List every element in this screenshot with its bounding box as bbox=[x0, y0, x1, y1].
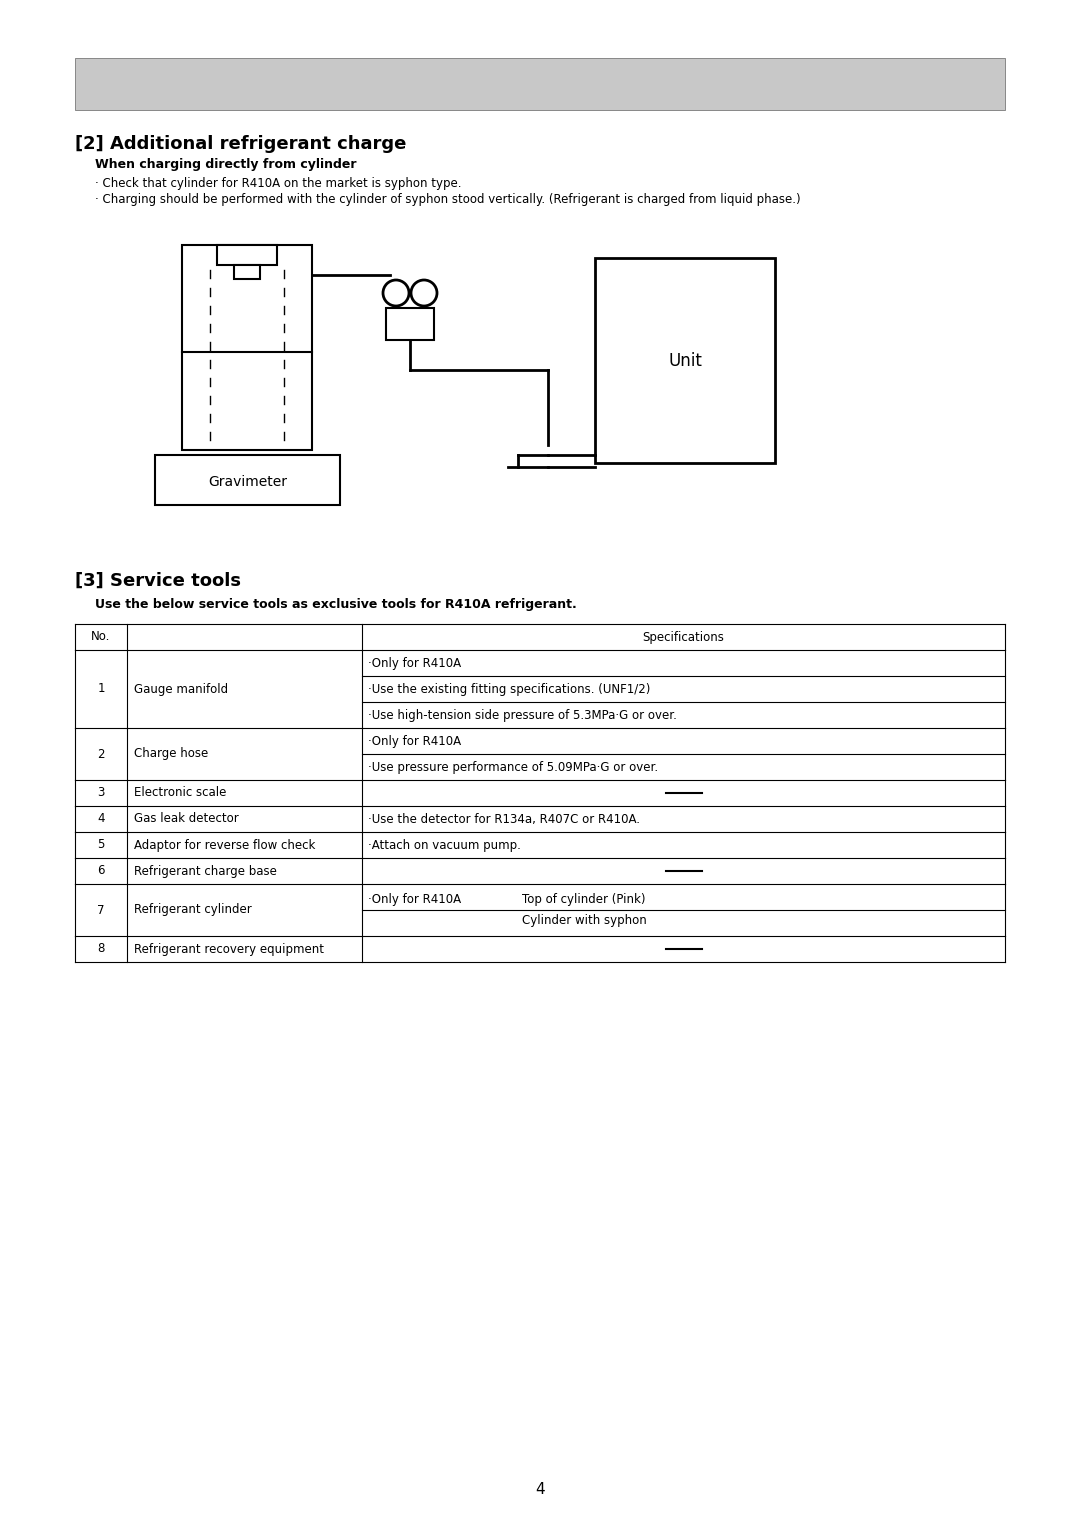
Text: [3] Service tools: [3] Service tools bbox=[75, 573, 241, 589]
Text: Top of cylinder (Pink): Top of cylinder (Pink) bbox=[522, 893, 646, 906]
Text: Gas leak detector: Gas leak detector bbox=[134, 813, 239, 825]
Text: ·Use the existing fitting specifications. (UNF1/2): ·Use the existing fitting specifications… bbox=[368, 683, 650, 695]
Text: ·Attach on vacuum pump.: ·Attach on vacuum pump. bbox=[368, 839, 521, 851]
Text: When charging directly from cylinder: When charging directly from cylinder bbox=[95, 158, 356, 171]
Text: Refrigerant charge base: Refrigerant charge base bbox=[134, 865, 276, 877]
Bar bbox=[183, 245, 312, 450]
Text: 5: 5 bbox=[97, 839, 105, 851]
Text: · Check that cylinder for R410A on the market is syphon type.: · Check that cylinder for R410A on the m… bbox=[95, 178, 461, 190]
Text: 2: 2 bbox=[97, 747, 105, 761]
Bar bbox=[217, 245, 276, 265]
Text: Cylinder with syphon: Cylinder with syphon bbox=[522, 914, 647, 926]
Text: Adaptor for reverse flow check: Adaptor for reverse flow check bbox=[134, 839, 315, 851]
Text: No.: No. bbox=[92, 631, 110, 643]
Text: 1: 1 bbox=[97, 683, 105, 695]
Text: Gravimeter: Gravimeter bbox=[208, 475, 287, 488]
Text: 7: 7 bbox=[97, 903, 105, 917]
Text: Unit: Unit bbox=[669, 352, 702, 369]
Text: Use the below service tools as exclusive tools for R410A refrigerant.: Use the below service tools as exclusive… bbox=[95, 599, 577, 611]
Text: ·Use high-tension side pressure of 5.3MPa·G or over.: ·Use high-tension side pressure of 5.3MP… bbox=[368, 709, 677, 721]
Text: Electronic scale: Electronic scale bbox=[134, 787, 227, 799]
Text: ·Use the detector for R134a, R407C or R410A.: ·Use the detector for R134a, R407C or R4… bbox=[368, 813, 640, 825]
Text: Gauge manifold: Gauge manifold bbox=[134, 683, 228, 695]
Bar bbox=[156, 455, 340, 505]
Text: Charge hose: Charge hose bbox=[134, 747, 208, 761]
Text: 4: 4 bbox=[536, 1482, 544, 1497]
Text: 8: 8 bbox=[97, 943, 105, 955]
Bar bbox=[75, 58, 1005, 110]
Text: ·Use pressure performance of 5.09MPa·G or over.: ·Use pressure performance of 5.09MPa·G o… bbox=[368, 761, 658, 773]
Text: Refrigerant recovery equipment: Refrigerant recovery equipment bbox=[134, 943, 324, 955]
Text: 6: 6 bbox=[97, 865, 105, 877]
Text: Refrigerant cylinder: Refrigerant cylinder bbox=[134, 903, 252, 917]
Text: 4: 4 bbox=[97, 813, 105, 825]
Text: ·Only for R410A: ·Only for R410A bbox=[368, 735, 461, 747]
Bar bbox=[386, 308, 434, 340]
Text: [2] Additional refrigerant charge: [2] Additional refrigerant charge bbox=[75, 135, 406, 153]
Text: · Charging should be performed with the cylinder of syphon stood vertically. (Re: · Charging should be performed with the … bbox=[95, 193, 800, 207]
Bar bbox=[234, 265, 260, 279]
Bar bbox=[595, 259, 775, 462]
Text: Specifications: Specifications bbox=[643, 631, 725, 643]
Text: ·Only for R410A: ·Only for R410A bbox=[368, 657, 461, 669]
Text: 3: 3 bbox=[97, 787, 105, 799]
Text: ·Only for R410A: ·Only for R410A bbox=[368, 893, 461, 906]
